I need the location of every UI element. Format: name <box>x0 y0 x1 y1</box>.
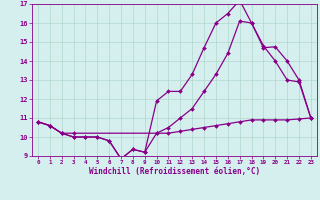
X-axis label: Windchill (Refroidissement éolien,°C): Windchill (Refroidissement éolien,°C) <box>89 167 260 176</box>
